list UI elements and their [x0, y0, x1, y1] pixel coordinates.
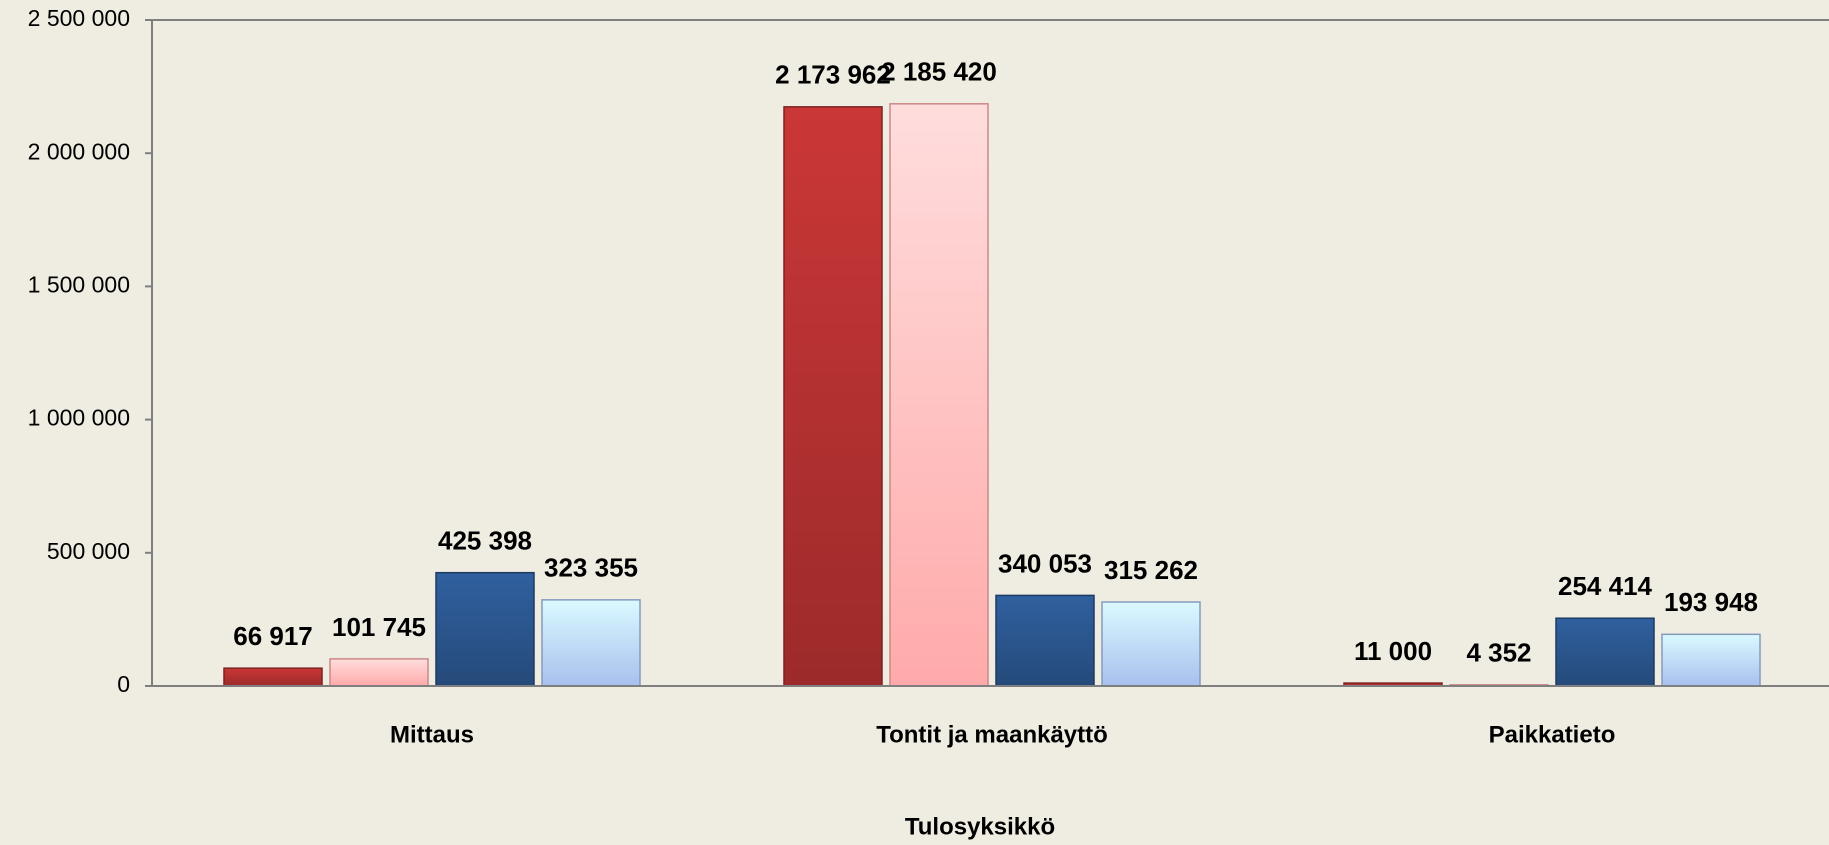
- data-label: 4 352: [1466, 638, 1531, 668]
- bar: [223, 667, 323, 687]
- bar: [329, 658, 429, 687]
- data-label: 254 414: [1558, 571, 1653, 601]
- y-tick-label: 1 500 000: [28, 271, 130, 297]
- data-label: 2 173 962: [775, 60, 891, 90]
- bar: [435, 571, 535, 687]
- x-tick-label: Tontit ja maankäyttö: [876, 721, 1108, 748]
- data-label: 323 355: [544, 553, 638, 583]
- bar: [995, 594, 1095, 687]
- data-label: 11 000: [1354, 636, 1432, 666]
- data-label: 2 185 420: [881, 57, 997, 87]
- y-tick-label: 0: [117, 671, 130, 697]
- x-tick-label: Paikkatieto: [1489, 721, 1616, 748]
- y-tick-label: 1 000 000: [28, 405, 130, 431]
- y-tick-label: 2 000 000: [28, 138, 130, 164]
- y-tick-label: 500 000: [47, 538, 130, 564]
- data-label: 315 262: [1104, 555, 1198, 585]
- x-axis-title: Tulosyksikkö: [905, 813, 1055, 840]
- bar: [1101, 601, 1201, 687]
- data-label: 425 398: [438, 526, 532, 556]
- bar: [783, 106, 883, 687]
- data-label: 193 948: [1664, 587, 1758, 617]
- x-tick-label: Mittaus: [390, 721, 474, 748]
- data-label: 66 917: [233, 621, 313, 651]
- y-tick-label: 2 500 000: [28, 5, 130, 31]
- bar: [889, 103, 989, 687]
- data-label: 101 745: [332, 612, 426, 642]
- bar: [1555, 617, 1655, 687]
- bar: [541, 599, 641, 687]
- data-label: 340 053: [998, 548, 1092, 578]
- bar: [1661, 633, 1761, 687]
